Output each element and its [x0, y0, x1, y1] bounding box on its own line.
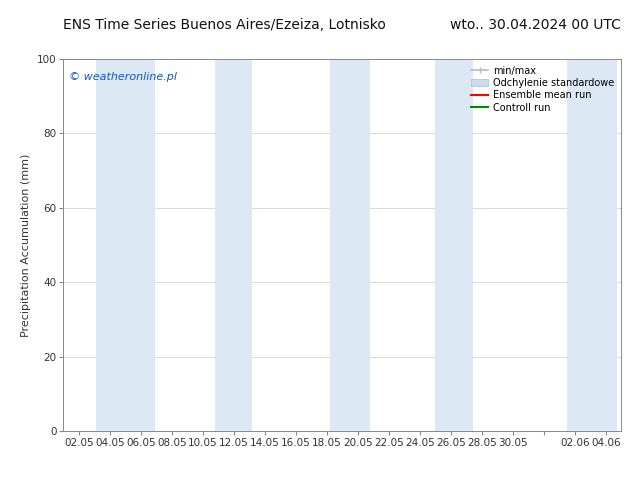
Text: © weatheronline.pl: © weatheronline.pl	[69, 72, 177, 82]
Text: wto.. 30.04.2024 00 UTC: wto.. 30.04.2024 00 UTC	[450, 18, 621, 32]
Y-axis label: Precipitation Accumulation (mm): Precipitation Accumulation (mm)	[22, 153, 31, 337]
Text: ENS Time Series Buenos Aires/Ezeiza, Lotnisko: ENS Time Series Buenos Aires/Ezeiza, Lot…	[63, 18, 386, 32]
Bar	[436, 59, 472, 431]
Bar	[96, 59, 155, 431]
Legend: min/max, Odchylenie standardowe, Ensemble mean run, Controll run: min/max, Odchylenie standardowe, Ensembl…	[469, 64, 616, 115]
Bar	[567, 59, 617, 431]
Bar	[330, 59, 370, 431]
Bar	[216, 59, 252, 431]
